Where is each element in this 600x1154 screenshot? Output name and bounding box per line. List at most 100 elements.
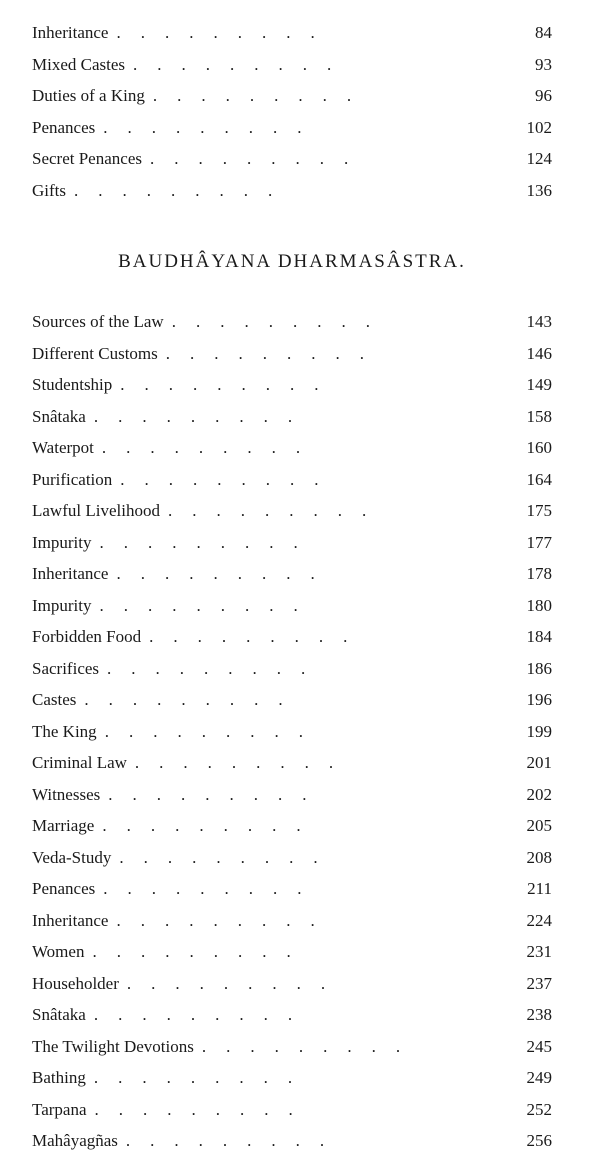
toc-entry: Witnesses.........202 xyxy=(32,782,552,808)
toc-section-2: Sources of the Law.........143 Different … xyxy=(32,309,552,1154)
toc-dot-leader: ......... xyxy=(126,1128,508,1154)
toc-title: Duties of a King xyxy=(32,83,145,109)
toc-title: Penances xyxy=(32,876,95,902)
toc-entry: Sacrifices......... 186 xyxy=(32,656,552,682)
toc-title: Inheritance xyxy=(32,20,108,46)
toc-page-number: 252 xyxy=(516,1097,552,1123)
toc-entry: Studentship......... 149 xyxy=(32,372,552,398)
toc-section-1: Inheritance......... 84 Mixed Castes......… xyxy=(32,20,552,203)
toc-dot-leader: ......... xyxy=(107,656,508,682)
toc-page-number: 199 xyxy=(516,719,552,745)
toc-entry: Castes.........196 xyxy=(32,687,552,713)
toc-dot-leader: ......... xyxy=(84,687,508,713)
toc-title: Purification xyxy=(32,467,112,493)
toc-entry: Purification......... 164 xyxy=(32,467,552,493)
toc-entry: Snâtaka.........158 xyxy=(32,404,552,430)
toc-dot-leader: ......... xyxy=(100,530,509,556)
toc-entry: Different Customs.........146 xyxy=(32,341,552,367)
toc-page-number: 160 xyxy=(516,435,552,461)
toc-page-number: 177 xyxy=(516,530,552,556)
toc-dot-leader: ......... xyxy=(95,1097,509,1123)
toc-page-number: 196 xyxy=(516,687,552,713)
toc-dot-leader: ......... xyxy=(105,719,508,745)
toc-dot-leader: ......... xyxy=(100,593,509,619)
toc-page-number: 164 xyxy=(516,467,552,493)
toc-title: Studentship xyxy=(32,372,112,398)
toc-entry: Criminal Law.........201 xyxy=(32,750,552,776)
toc-title: Impurity xyxy=(32,530,92,556)
toc-entry: Impurity.........180 xyxy=(32,593,552,619)
toc-entry: Sources of the Law.........143 xyxy=(32,309,552,335)
toc-page-number: 102 xyxy=(516,115,552,141)
toc-dot-leader: ......... xyxy=(172,309,508,335)
toc-dot-leader: ......... xyxy=(116,908,508,934)
toc-title: Lawful Livelihood xyxy=(32,498,160,524)
toc-title: Householder xyxy=(32,971,119,997)
toc-entry: Inheritance.........224 xyxy=(32,908,552,934)
toc-dot-leader: ......... xyxy=(135,750,508,776)
toc-entry: Veda-Study.........208 xyxy=(32,845,552,871)
toc-title: Sacrifices xyxy=(32,656,99,682)
toc-title: Penances xyxy=(32,115,95,141)
toc-title: Snâtaka xyxy=(32,404,86,430)
toc-dot-leader: ......... xyxy=(94,404,508,430)
toc-dot-leader: ......... xyxy=(166,341,508,367)
toc-dot-leader: ......... xyxy=(127,971,508,997)
toc-dot-leader: ......... xyxy=(103,876,508,902)
toc-entry: Duties of a King.........96 xyxy=(32,83,552,109)
toc-page-number: 237 xyxy=(516,971,552,997)
toc-page-number: 184 xyxy=(516,624,552,650)
toc-title: Bathing xyxy=(32,1065,86,1091)
toc-page-number: 124 xyxy=(516,146,552,172)
toc-title: Forbidden Food xyxy=(32,624,141,650)
toc-title: Mixed Castes xyxy=(32,52,125,78)
toc-page-number: 186 xyxy=(516,656,552,682)
toc-title: Waterpot xyxy=(32,435,94,461)
toc-entry: Mahâyagñas.........256 xyxy=(32,1128,552,1154)
toc-title: The King xyxy=(32,719,97,745)
toc-page-number: 96 xyxy=(516,83,552,109)
toc-dot-leader: ......... xyxy=(149,624,508,650)
toc-page-number: 180 xyxy=(516,593,552,619)
toc-entry: Inheritance......... 178 xyxy=(32,561,552,587)
toc-title: Sources of the Law xyxy=(32,309,164,335)
toc-entry: The Twilight Devotions.........245 xyxy=(32,1034,552,1060)
toc-entry: Gifts.........136 xyxy=(32,178,552,204)
toc-title: Women xyxy=(32,939,84,965)
toc-title: Inheritance xyxy=(32,561,108,587)
toc-title: Tarpana xyxy=(32,1097,87,1123)
toc-page-number: 249 xyxy=(516,1065,552,1091)
toc-page-number: 205 xyxy=(516,813,552,839)
toc-page-number: 238 xyxy=(516,1002,552,1028)
toc-page-number: 211 xyxy=(516,876,552,902)
toc-entry: Impurity......... 177 xyxy=(32,530,552,556)
toc-page-number: 202 xyxy=(516,782,552,808)
toc-dot-leader: ......... xyxy=(116,20,508,46)
toc-entry: Waterpot.........160 xyxy=(32,435,552,461)
toc-page-number: 84 xyxy=(516,20,552,46)
toc-title: Witnesses xyxy=(32,782,100,808)
toc-dot-leader: ......... xyxy=(94,1002,508,1028)
toc-entry: Lawful Livelihood......... 175 xyxy=(32,498,552,524)
toc-page-number: 245 xyxy=(516,1034,552,1060)
toc-entry: Secret Penances.........124 xyxy=(32,146,552,172)
toc-dot-leader: ......... xyxy=(116,561,508,587)
toc-dot-leader: ......... xyxy=(120,372,508,398)
section-heading: BAUDHÂYANA DHARMASÂSTRA. xyxy=(32,251,552,273)
toc-entry: Mixed Castes.........93 xyxy=(32,52,552,78)
toc-entry: Householder......... 237 xyxy=(32,971,552,997)
toc-entry: Inheritance......... 84 xyxy=(32,20,552,46)
toc-dot-leader: ......... xyxy=(168,498,508,524)
toc-page-number: 149 xyxy=(516,372,552,398)
toc-page-number: 178 xyxy=(516,561,552,587)
toc-page-number: 136 xyxy=(516,178,552,204)
toc-page-number: 175 xyxy=(516,498,552,524)
toc-dot-leader: ......... xyxy=(150,146,508,172)
toc-title: Gifts xyxy=(32,178,66,204)
toc-dot-leader: ......... xyxy=(120,467,508,493)
toc-page-number: 208 xyxy=(516,845,552,871)
toc-page-number: 256 xyxy=(516,1128,552,1154)
toc-title: Veda-Study xyxy=(32,845,111,871)
toc-title: Inheritance xyxy=(32,908,108,934)
toc-page-number: 93 xyxy=(516,52,552,78)
